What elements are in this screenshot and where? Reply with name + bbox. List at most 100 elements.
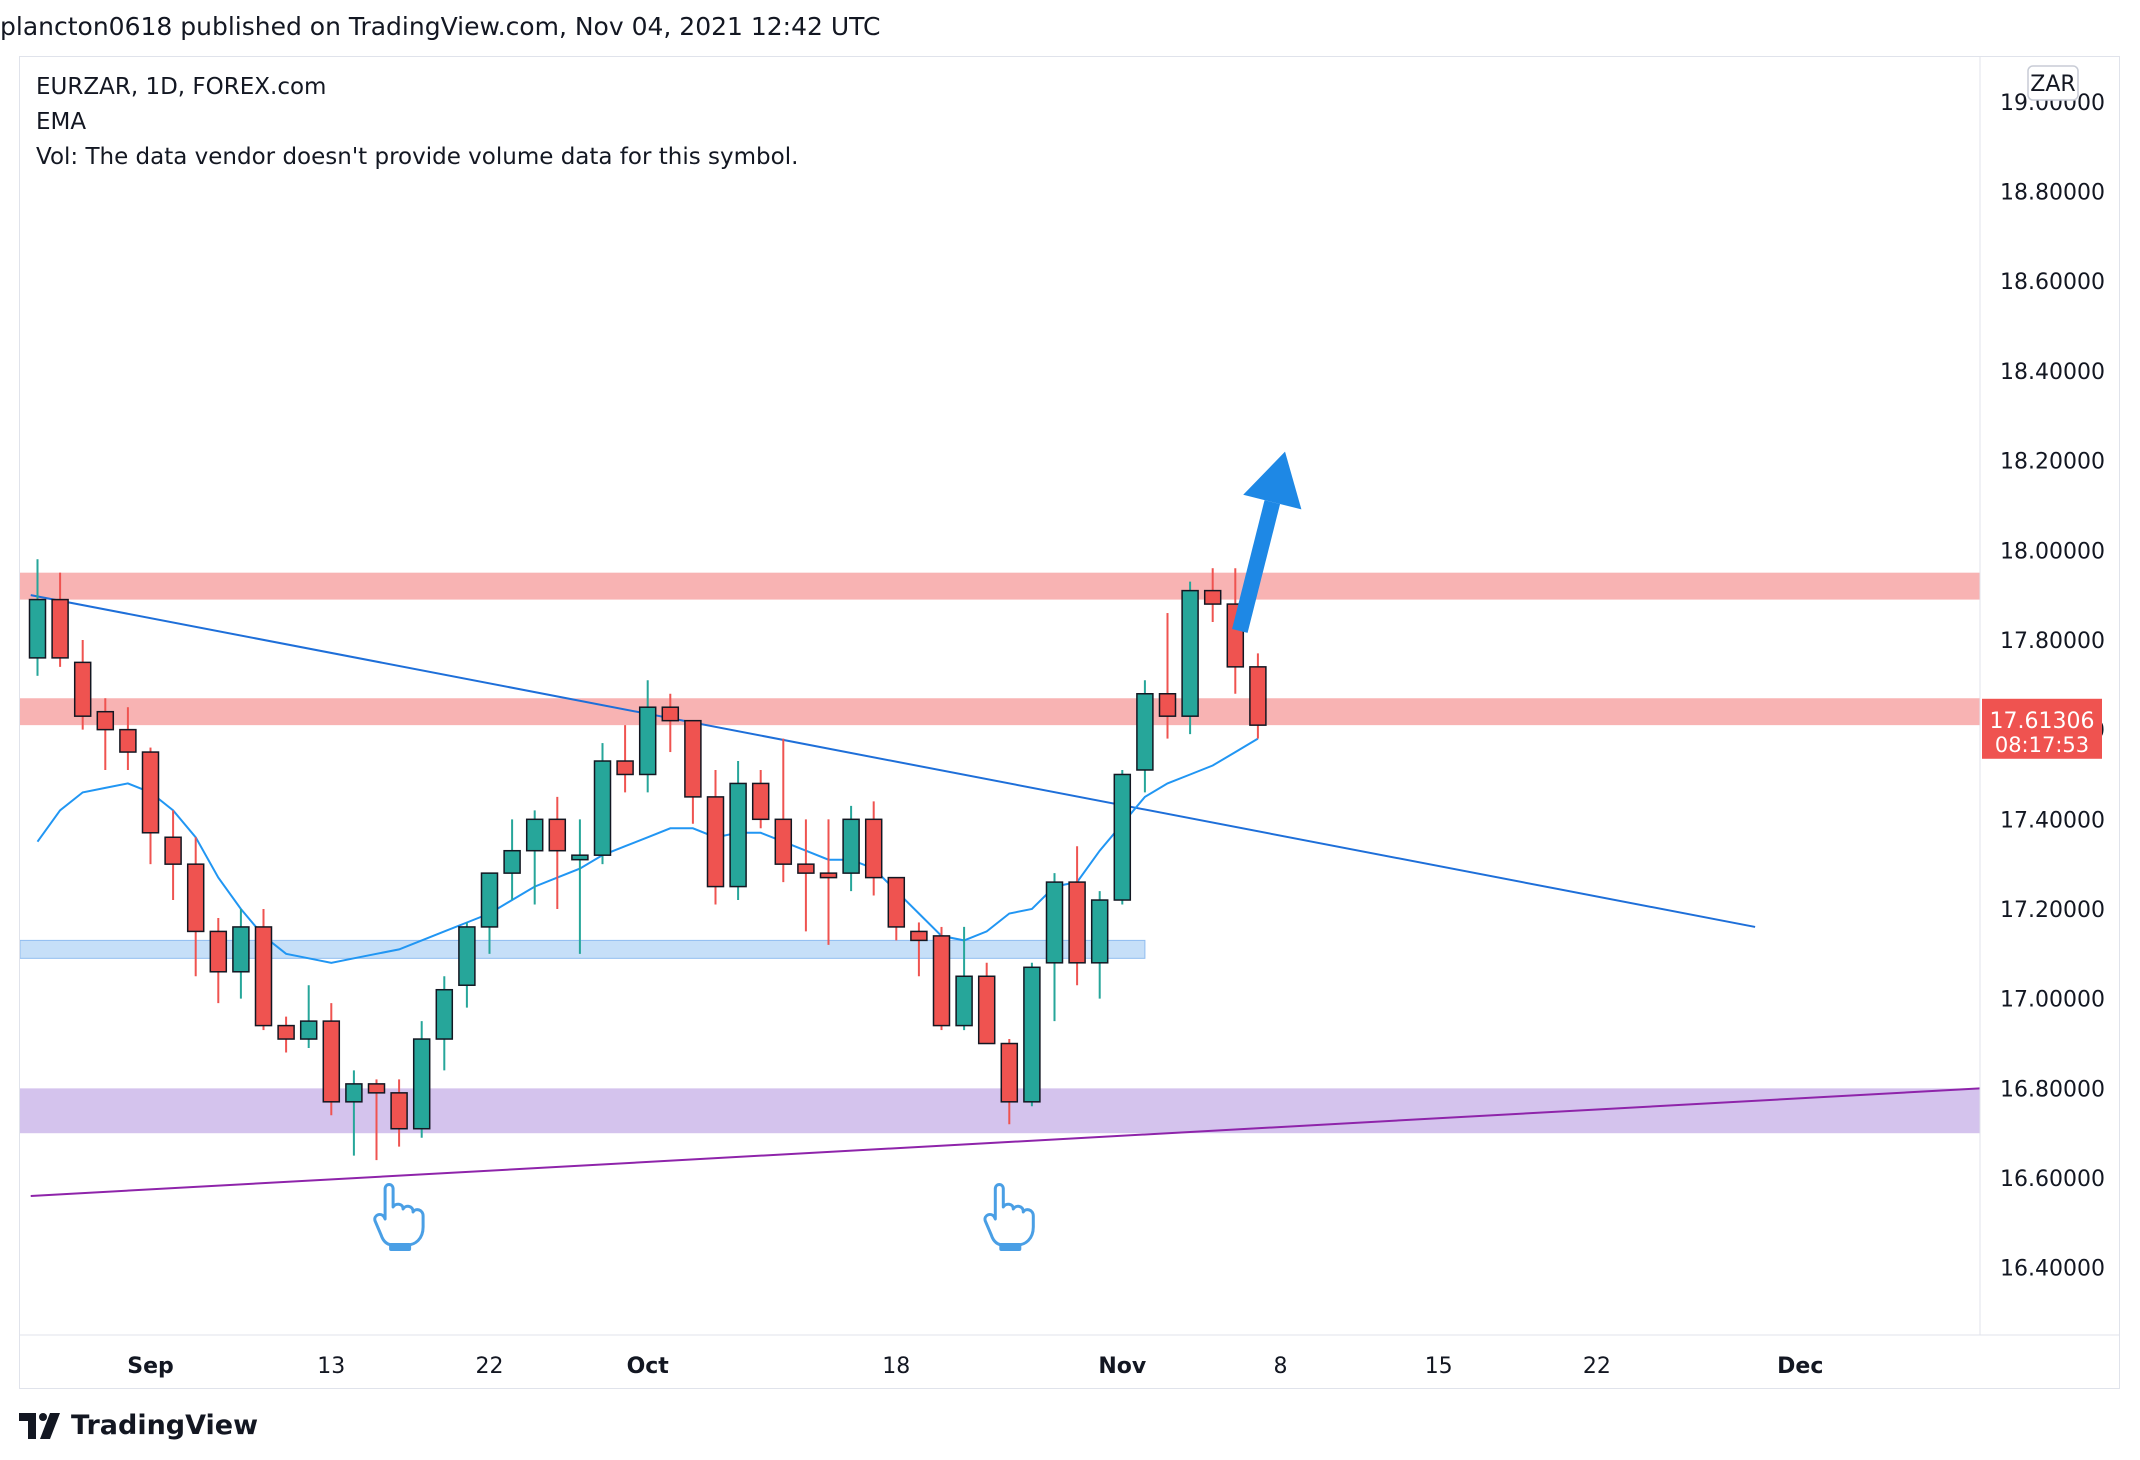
bar-countdown: 08:17:53 <box>1995 733 2089 757</box>
candle-body <box>1136 693 1154 771</box>
candle-body <box>435 988 454 1040</box>
candle <box>955 926 973 1031</box>
candle-body <box>548 818 567 852</box>
x-tick-label: 15 <box>1425 1354 1453 1379</box>
candle-body <box>797 863 815 874</box>
candle <box>51 572 69 667</box>
candle-body <box>910 930 928 942</box>
candle <box>910 922 928 977</box>
candle <box>1090 891 1109 999</box>
candle-body <box>1000 1042 1019 1103</box>
candle-body <box>1113 773 1132 901</box>
zone-resistance-upper <box>20 572 1980 600</box>
candle <box>842 805 860 892</box>
candle-body <box>141 751 160 834</box>
candle <box>73 639 92 730</box>
footer-brand[interactable]: TradingView <box>19 1410 258 1441</box>
y-tick-label: 17.80000 <box>2000 629 2105 654</box>
candle-body <box>729 782 747 888</box>
y-tick-label: 17.20000 <box>2000 898 2105 923</box>
pointing-hand-outline <box>983 1183 1035 1247</box>
y-tick-label: 18.60000 <box>2000 270 2105 295</box>
pointing-hand-icon <box>373 1183 425 1251</box>
legend-symbol[interactable]: EURZAR, 1D, FOREX.com <box>36 74 327 100</box>
candle-body <box>1158 693 1177 717</box>
y-tick-label: 18.40000 <box>2000 360 2105 385</box>
x-tick-label: 22 <box>476 1354 504 1379</box>
candle-body <box>209 930 228 973</box>
candle <box>1158 613 1177 739</box>
y-tick-label: 16.60000 <box>2000 1167 2105 1192</box>
candle <box>164 810 182 901</box>
candle-body <box>480 872 499 928</box>
candle <box>819 819 838 945</box>
candle <box>638 680 657 793</box>
candle <box>864 801 883 896</box>
zone-support-blue <box>20 939 1146 959</box>
candle <box>299 985 318 1049</box>
candle-body <box>164 836 182 865</box>
candle <box>277 1016 295 1053</box>
y-tick-label: 16.40000 <box>2000 1257 2105 1282</box>
candle-body <box>706 796 725 888</box>
legend-indicator[interactable]: EMA <box>36 109 87 135</box>
candle <box>390 1079 408 1147</box>
candle-body <box>186 863 205 933</box>
x-tick-label: Dec <box>1777 1354 1823 1379</box>
y-tick-label: 18.80000 <box>2000 181 2105 206</box>
candle-body <box>887 876 906 928</box>
candle-body <box>932 935 951 1027</box>
candle <box>661 693 680 753</box>
candle-body <box>412 1038 431 1130</box>
candle <box>887 876 906 941</box>
pointing-hand-icon <box>983 1183 1035 1251</box>
currency-badge[interactable]: ZAR <box>2027 65 2079 101</box>
candle-body <box>299 1020 318 1040</box>
candle <box>593 743 612 865</box>
plot-layer <box>20 451 1980 1197</box>
candle-body <box>503 849 521 874</box>
candle-body <box>616 760 634 776</box>
candle <box>684 719 702 824</box>
candle-body <box>1249 666 1267 726</box>
footer-brand-label: TradingView <box>71 1410 259 1441</box>
zone-support-purple <box>20 1088 1980 1134</box>
current-price-box <box>1982 698 2102 759</box>
candle-body <box>367 1083 386 1094</box>
candle <box>232 909 250 999</box>
x-tick-label: Sep <box>127 1354 174 1379</box>
x-tick-label: 8 <box>1274 1354 1288 1379</box>
candle-body <box>864 818 883 879</box>
candle <box>1045 873 1064 1022</box>
candle-body <box>390 1092 408 1130</box>
candle-body <box>322 1020 341 1103</box>
candle <box>797 819 815 932</box>
candle <box>186 837 205 977</box>
candle-body <box>458 926 476 986</box>
y-tick-label: 16.80000 <box>2000 1077 2105 1102</box>
ascending-trendline <box>30 1087 1980 1197</box>
candle <box>254 909 273 1031</box>
candle <box>480 872 499 954</box>
arrow-shaft <box>1232 500 1281 633</box>
candle <box>412 1021 431 1138</box>
currency-badge-box <box>2027 65 2079 101</box>
candle-body <box>28 598 47 659</box>
candle <box>96 698 115 770</box>
arrow-head-icon <box>1243 451 1302 510</box>
candle <box>774 738 793 883</box>
candle <box>322 1003 341 1116</box>
candle-body <box>277 1024 295 1040</box>
tradingview-logo-icon <box>19 1412 60 1439</box>
candle-body <box>638 706 657 776</box>
candle-body <box>1045 881 1064 964</box>
candle-body <box>819 872 838 879</box>
candle-body <box>661 706 680 722</box>
candle <box>209 917 228 1004</box>
candle-body <box>1203 589 1222 605</box>
chart-legend: EURZAR, 1D, FOREX.com EMA Vol: The data … <box>36 70 798 175</box>
candle-body <box>254 926 273 1027</box>
candle-body <box>842 818 860 874</box>
candle-body <box>977 975 996 1045</box>
